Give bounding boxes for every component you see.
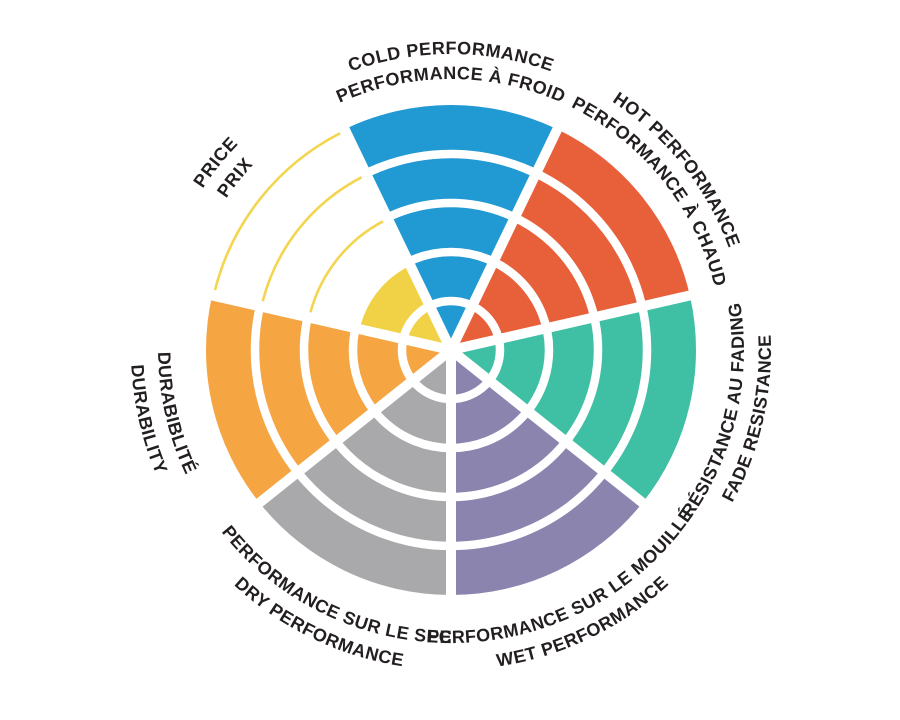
sector-fills bbox=[205, 104, 697, 595]
sector-dry-performance-fill bbox=[259, 350, 451, 595]
sector-divider bbox=[446, 125, 563, 353]
sector-price-ring-outline bbox=[213, 132, 341, 291]
sector-fade-resistance-fill bbox=[451, 295, 697, 503]
sector-divider bbox=[447, 346, 648, 508]
sector-price-ring-outline bbox=[261, 176, 363, 302]
sector-divider bbox=[449, 290, 693, 355]
sector-divider bbox=[339, 125, 456, 353]
unfilled-ring-outlines bbox=[213, 132, 384, 313]
sector-divider bbox=[254, 346, 455, 508]
sector-durability-fill bbox=[205, 295, 451, 503]
sector-cold-performance-fill bbox=[344, 104, 558, 350]
sector-divider bbox=[209, 290, 453, 355]
sector-wet-performance-fill bbox=[451, 350, 643, 595]
sector-hot-performance-fill bbox=[451, 129, 690, 350]
sector-price-ring-outline bbox=[309, 220, 384, 313]
ring-and-sector-separators bbox=[209, 125, 693, 597]
